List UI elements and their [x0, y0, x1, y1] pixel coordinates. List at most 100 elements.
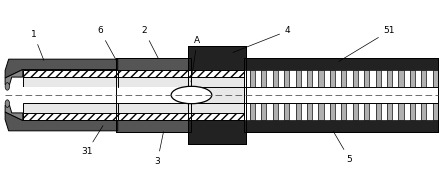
Bar [261, 70, 266, 86]
Text: 51: 51 [339, 26, 395, 62]
Bar [23, 86, 118, 104]
Bar [398, 70, 404, 86]
Bar [116, 58, 190, 70]
Bar [404, 104, 410, 120]
Bar [404, 70, 410, 86]
Bar [346, 104, 353, 120]
Bar [261, 104, 266, 120]
Bar [188, 86, 246, 104]
Bar [346, 70, 353, 86]
Bar [369, 70, 376, 86]
Polygon shape [23, 77, 118, 86]
Bar [319, 70, 323, 86]
Bar [421, 70, 427, 86]
Text: 5: 5 [333, 131, 353, 164]
Text: 2: 2 [141, 26, 159, 59]
Bar [301, 70, 307, 86]
Bar [358, 104, 364, 120]
Bar [244, 58, 438, 132]
Bar [433, 104, 438, 120]
Bar [427, 104, 433, 120]
Bar [376, 70, 381, 86]
Bar [116, 70, 190, 77]
Bar [301, 104, 307, 120]
Bar [387, 104, 392, 120]
Bar [244, 86, 438, 104]
Bar [284, 70, 289, 86]
Bar [266, 104, 273, 120]
Bar [376, 104, 381, 120]
Bar [266, 70, 273, 86]
Ellipse shape [5, 100, 10, 107]
Bar [341, 104, 346, 120]
Bar [289, 104, 295, 120]
Bar [323, 104, 330, 120]
Bar [188, 70, 246, 77]
Polygon shape [5, 59, 118, 78]
Bar [307, 104, 312, 120]
Bar [312, 104, 319, 120]
Bar [273, 70, 278, 86]
Text: 31: 31 [81, 126, 103, 156]
Bar [398, 104, 404, 120]
Bar [433, 70, 438, 86]
Bar [353, 70, 358, 86]
Bar [244, 120, 438, 132]
Bar [250, 104, 255, 120]
Bar [364, 70, 369, 86]
Bar [188, 77, 246, 86]
Bar [369, 104, 376, 120]
Bar [381, 104, 387, 120]
Bar [250, 70, 255, 86]
Text: 6: 6 [97, 26, 117, 60]
Bar [289, 70, 295, 86]
Bar [427, 70, 433, 86]
Bar [188, 104, 246, 113]
Bar [244, 104, 250, 120]
Bar [295, 104, 301, 120]
Bar [244, 70, 250, 86]
Text: 3: 3 [155, 132, 163, 165]
Bar [116, 86, 190, 104]
Bar [330, 70, 335, 86]
Bar [116, 58, 190, 132]
Bar [284, 104, 289, 120]
Bar [335, 70, 341, 86]
Bar [273, 104, 278, 120]
Polygon shape [5, 112, 118, 131]
Bar [312, 70, 319, 86]
Bar [188, 120, 246, 144]
Bar [387, 70, 392, 86]
Bar [392, 104, 398, 120]
Bar [116, 120, 190, 132]
Ellipse shape [5, 83, 10, 90]
Polygon shape [5, 70, 23, 85]
Bar [341, 70, 346, 86]
Bar [335, 104, 341, 120]
Text: A: A [191, 36, 200, 82]
Bar [323, 70, 330, 86]
Bar [319, 104, 323, 120]
Bar [255, 104, 261, 120]
Bar [116, 113, 190, 120]
Bar [116, 104, 190, 113]
Bar [116, 77, 190, 86]
Bar [381, 70, 387, 86]
Bar [188, 46, 246, 144]
Bar [190, 86, 250, 104]
Bar [188, 46, 246, 70]
Bar [410, 104, 415, 120]
Bar [278, 70, 284, 86]
Bar [244, 86, 438, 104]
Polygon shape [5, 105, 23, 120]
Bar [255, 70, 261, 86]
Bar [364, 104, 369, 120]
Bar [421, 104, 427, 120]
Polygon shape [23, 104, 118, 113]
Bar [415, 104, 421, 120]
Bar [410, 70, 415, 86]
Bar [244, 58, 438, 70]
Bar [392, 70, 398, 86]
Bar [330, 104, 335, 120]
Bar [278, 104, 284, 120]
